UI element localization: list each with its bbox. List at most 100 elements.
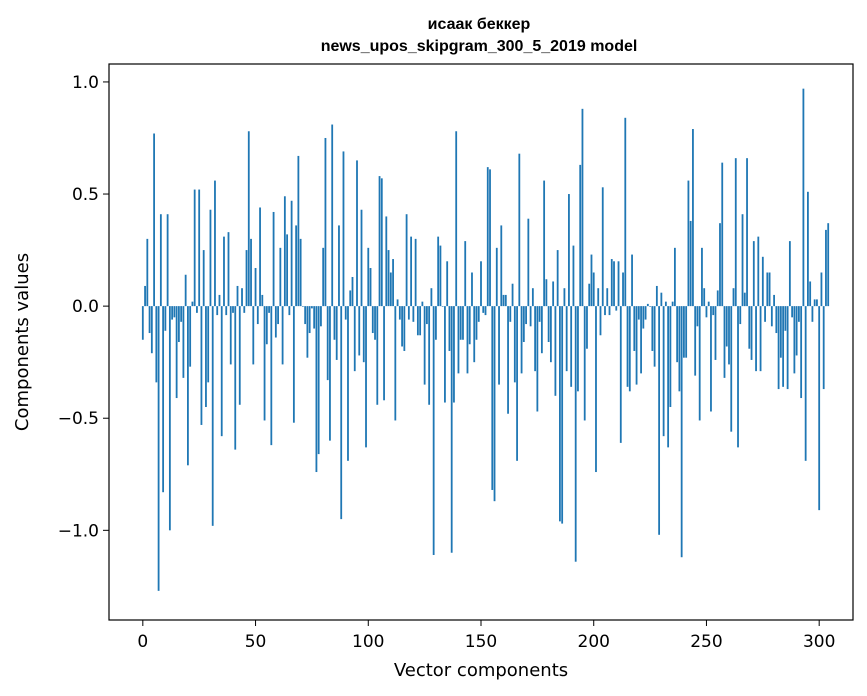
bar (274, 306, 277, 338)
bar (583, 306, 586, 421)
bar (457, 306, 460, 374)
y-tick-label: 0.0 (72, 297, 99, 317)
bar (667, 306, 670, 448)
bar (538, 306, 541, 322)
bar (315, 306, 318, 473)
bar (529, 306, 532, 327)
bar (462, 306, 464, 340)
bar (507, 306, 509, 414)
bar (554, 306, 557, 396)
bar (392, 259, 394, 307)
bar (414, 238, 417, 307)
bar (311, 306, 313, 309)
bar (599, 306, 602, 336)
bar (358, 306, 361, 356)
bar (586, 306, 588, 349)
bar (277, 306, 279, 325)
bar (241, 288, 243, 307)
bar (247, 131, 250, 307)
bar (813, 299, 816, 307)
bar (680, 306, 683, 558)
bar (511, 283, 514, 307)
y-tick-label: −1.0 (58, 521, 99, 541)
bar (184, 274, 187, 307)
bar (802, 88, 805, 307)
bar (820, 272, 823, 307)
bar (455, 131, 458, 307)
bar (475, 306, 478, 340)
bar (676, 306, 679, 363)
bar (644, 306, 647, 320)
bar (403, 306, 406, 351)
bar (435, 306, 437, 340)
bar (421, 301, 424, 307)
bar (723, 306, 726, 378)
bar (730, 306, 733, 432)
bar (655, 285, 658, 307)
bar (757, 236, 760, 307)
bar (568, 194, 570, 307)
bar (466, 306, 469, 374)
bar (721, 162, 724, 307)
bar (642, 306, 645, 329)
bar (326, 306, 329, 381)
bar (412, 306, 415, 322)
bar (741, 214, 744, 307)
bar (768, 272, 771, 307)
bar (416, 306, 419, 336)
bar (367, 247, 370, 307)
bar (502, 294, 505, 307)
bar (651, 306, 654, 351)
bar (773, 294, 775, 307)
bar (504, 294, 507, 307)
bar (527, 218, 530, 307)
bar (401, 306, 403, 347)
bar (252, 306, 255, 365)
bar (394, 306, 397, 421)
bar (536, 306, 539, 412)
bar (227, 232, 230, 307)
bar (480, 261, 482, 307)
bar (525, 306, 527, 325)
bar (640, 306, 642, 374)
bar (209, 209, 212, 307)
bar (205, 306, 207, 408)
bar (423, 306, 426, 385)
bar (187, 306, 189, 466)
x-axis-ticks: 0 50 100 150 200 250 300 (137, 620, 835, 652)
bar (250, 238, 252, 307)
bar (155, 306, 158, 383)
bar (236, 285, 239, 307)
bar (150, 306, 153, 354)
bar (378, 176, 381, 307)
bar (797, 306, 800, 322)
bar (344, 306, 347, 320)
bar (223, 236, 225, 307)
bar (146, 238, 149, 307)
bar (703, 288, 706, 307)
bar (398, 306, 401, 320)
bar (807, 191, 809, 307)
bar (604, 306, 606, 316)
bar (385, 216, 388, 307)
bar (498, 306, 500, 385)
bar (719, 223, 721, 307)
bar-series (141, 88, 830, 591)
bar (437, 236, 440, 307)
bar (211, 306, 214, 526)
bar (626, 306, 629, 387)
bar (216, 306, 219, 316)
bar (725, 306, 728, 347)
bar (687, 180, 690, 307)
bar (658, 306, 661, 535)
bar (811, 306, 814, 322)
bar (816, 299, 818, 307)
bar (320, 306, 322, 327)
bar (646, 303, 649, 307)
bar (196, 306, 198, 313)
bar (662, 306, 665, 437)
bar (622, 272, 624, 307)
bar (225, 306, 228, 316)
bar (283, 196, 286, 307)
bar (750, 306, 753, 360)
